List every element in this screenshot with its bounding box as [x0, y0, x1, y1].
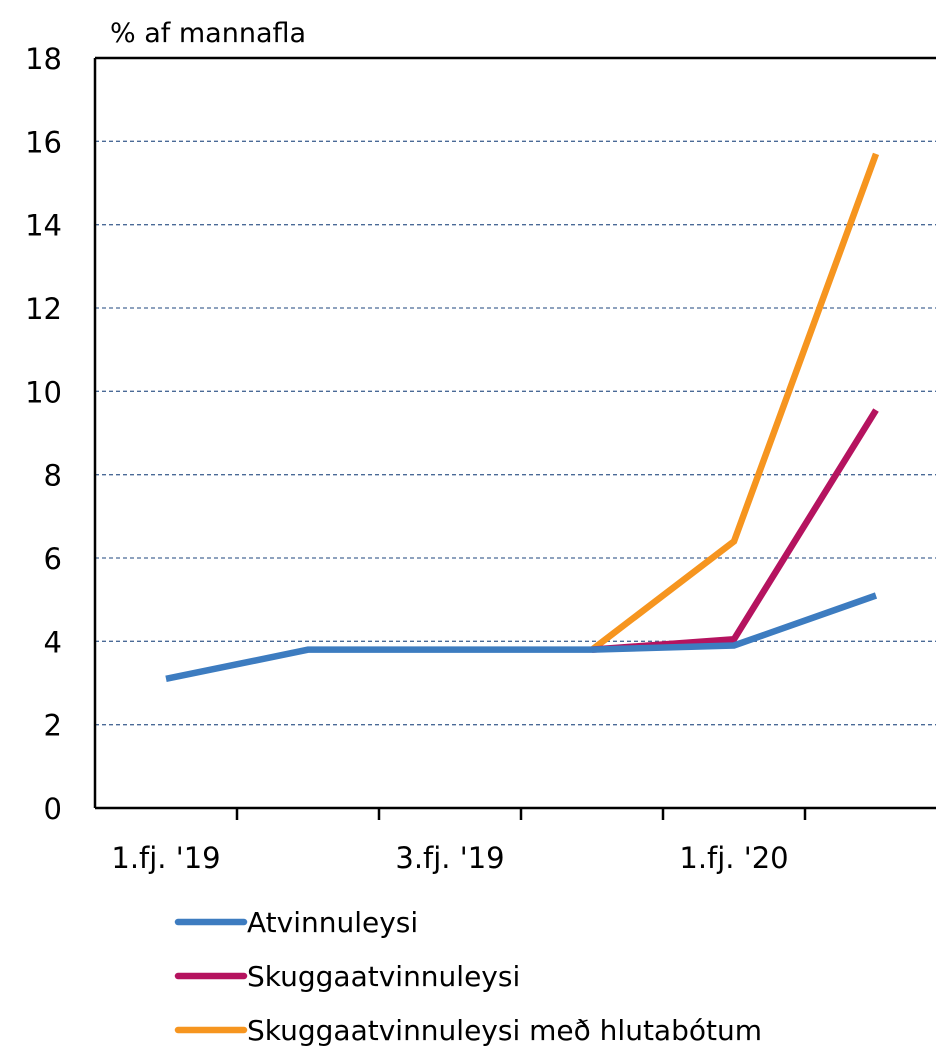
y-tick-label: 16 [25, 125, 62, 159]
y-axis-unit-label: % af mannafla [110, 18, 306, 49]
legend-label: Skuggaatvinnuleysi með hlutabótum [247, 1014, 762, 1046]
series-line-atvinnuleysi [165, 592, 878, 683]
x-tick-label: 1.fj. '19 [111, 841, 220, 875]
x-tick-label: 1.fj. '20 [679, 841, 788, 875]
y-tick-label: 12 [25, 292, 62, 326]
x-ticks: 1.fj. '19 3.fj. '19 1.fj. '20 [111, 808, 807, 875]
y-tick-label: 6 [44, 542, 62, 576]
x-tick-label: 3.fj. '19 [395, 841, 504, 875]
y-tick-label: 14 [25, 209, 62, 243]
y-tick-label: 2 [44, 709, 62, 743]
gridlines [95, 140, 936, 726]
y-tick-label: 4 [44, 625, 62, 659]
legend-label: Skuggaatvinnuleysi [247, 960, 520, 993]
series-lines [165, 152, 880, 683]
y-tick-label: 18 [25, 42, 62, 76]
legend-label: Atvinnuleysi [247, 906, 418, 939]
y-tick-label: 0 [44, 792, 62, 826]
legend: Atvinnuleysi Skuggaatvinnuleysi Skuggaatvi… [174, 906, 762, 1046]
axes [93, 56, 936, 810]
series-line-skuggaatvinnuleysi-me-hlutab-tum [590, 152, 880, 653]
y-tick-label: 8 [44, 459, 62, 493]
y-tick-label: 10 [25, 375, 62, 409]
y-tick-labels: 0 2 4 6 8 10 12 14 16 18 [25, 42, 62, 826]
